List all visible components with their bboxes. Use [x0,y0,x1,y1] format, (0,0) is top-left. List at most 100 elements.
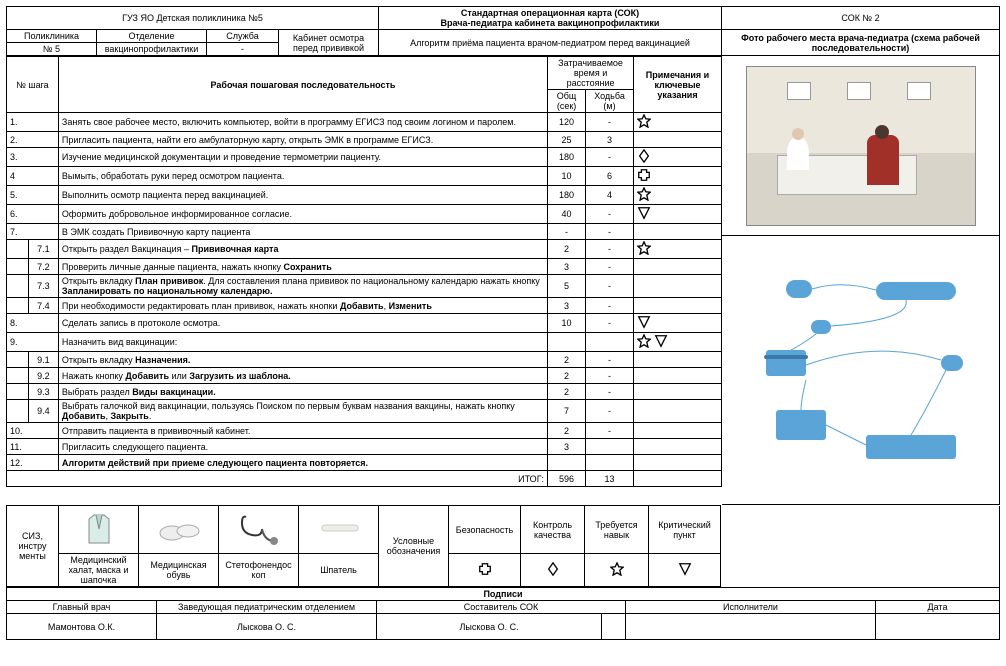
legend-col-4-h: Критический пункт [649,506,721,554]
step-walk: 3 [586,132,634,148]
sign-v3b [602,614,626,640]
step-walk: - [586,400,634,423]
step-text: Занять свое рабочее место, включить комп… [58,113,547,132]
table-row: 9.4Выбрать галочкой вид вакцинации, поль… [7,400,722,423]
step-walk: - [586,314,634,333]
table-row: 9.2Нажать кнопку Добавить или Загрузить … [7,368,722,384]
step-walk: - [586,275,634,298]
step-time: 10 [548,314,586,333]
step-walk: - [586,148,634,167]
step-text: Алгоритм действий при приеме следующего … [58,455,547,471]
sign-h5: Дата [876,601,1000,614]
step-walk: - [586,352,634,368]
legend-col-3-sym [585,554,649,587]
step-time: 7 [548,400,586,423]
sign-h2: Заведующая педиатрическим отделением [157,601,377,614]
diagram-arrows [746,270,976,470]
sok-title: Стандартная операционная карта (СОК) Вра… [379,7,722,30]
legend-col-3-h: Требуется навык [585,506,649,554]
step-num: 9. [7,333,59,352]
step-symbol [634,352,722,368]
workplace-photo [746,66,976,226]
step-num: 6. [7,205,59,224]
signatures-table: Подписи Главный врач Заведующая педиатри… [6,587,1000,640]
step-walk: - [586,113,634,132]
legend-label: Условные обозначения [379,506,449,587]
step-time: 10 [548,167,586,186]
workflow-diagram [746,270,976,470]
photo-panel [722,56,1000,236]
step-time: 40 [548,205,586,224]
sign-v2: Лыскова О. С. [157,614,377,640]
walk-header: Ходьба (м) [586,90,634,113]
legend-col-2-h: Контроль качества [521,506,585,554]
step-walk [586,439,634,455]
step-text: Открыть вкладку Назначения. [58,352,547,368]
step-time: 180 [548,186,586,205]
legend-col-1-h: Безопасность [449,506,521,554]
step-num [7,352,29,368]
step-text: Пригласить пациента, найти его амбулатор… [58,132,547,148]
step-text: Открыть раздел Вакцинация – Прививочная … [58,240,547,259]
step-num-header: № шага [7,57,59,113]
notes-header: Примечания и ключевые указания [634,57,722,113]
cabinet-label: Кабинет осмотра перед прививкой [279,30,379,56]
step-symbol [634,132,722,148]
step-text: Проверить личные данные пациента, нажать… [58,259,547,275]
table-row: 1.Занять свое рабочее место, включить ко… [7,113,722,132]
step-desc-header: Рабочая пошаговая последовательность [58,57,547,113]
table-row: 7.В ЭМК создать Прививочную карту пациен… [7,224,722,240]
sign-v1: Мамонтова О.К. [7,614,157,640]
siz-item-1-name: Медицинский халат, маска и шапочка [59,554,139,587]
sok-number: СОК № 2 [722,7,1000,30]
step-symbol [634,384,722,400]
step-subnum: 9.1 [28,352,58,368]
step-num: 1. [7,113,59,132]
step-num: 10. [7,423,59,439]
step-num: 2. [7,132,59,148]
table-row: 7.1Открыть раздел Вакцинация – Прививочн… [7,240,722,259]
table-row: 5.Выполнить осмотр пациента перед вакцин… [7,186,722,205]
totals-time: 596 [548,471,586,487]
step-text: Сделать запись в протоколе осмотра. [58,314,547,333]
table-row: 11.Пригласить следующего пациента.3 [7,439,722,455]
step-num: 5. [7,186,59,205]
step-symbol [634,240,722,259]
step-time: 5 [548,275,586,298]
step-walk: 6 [586,167,634,186]
step-num [7,368,29,384]
step-num [7,240,29,259]
step-text: В ЭМК создать Прививочную карту пациента [58,224,547,240]
step-walk: - [586,298,634,314]
org-name: ГУЗ ЯО Детская поликлиника №5 [7,7,379,30]
siz-item-3-img [219,506,299,554]
step-subnum: 9.3 [28,384,58,400]
step-symbol [634,167,722,186]
table-row: 8.Сделать запись в протоколе осмотра.10- [7,314,722,333]
step-num: 4 [7,167,59,186]
diagram-panel [722,236,1000,505]
step-walk: - [586,259,634,275]
table-row: 9.Назначить вид вакцинации: [7,333,722,352]
step-symbol [634,298,722,314]
step-time: - [548,224,586,240]
siz-filler [721,506,1000,587]
sign-h4: Исполнители [626,601,876,614]
step-text: Выбрать раздел Виды вакцинации. [58,384,547,400]
step-subnum: 7.1 [28,240,58,259]
step-time: 2 [548,384,586,400]
totals-walk: 13 [586,471,634,487]
step-time: 120 [548,113,586,132]
step-text: При необходимости редактировать план при… [58,298,547,314]
step-time: 2 [548,352,586,368]
step-time: 25 [548,132,586,148]
step-text: Открыть вкладку План прививок. Для соста… [58,275,547,298]
step-num: 3. [7,148,59,167]
photo-label: Фото рабочего места врача-педиатра (схем… [722,30,1000,56]
step-subnum: 9.2 [28,368,58,384]
step-time: 2 [548,423,586,439]
sign-v4 [626,614,876,640]
step-symbol [634,113,722,132]
step-walk: - [586,224,634,240]
step-text: Назначить вид вакцинации: [58,333,547,352]
